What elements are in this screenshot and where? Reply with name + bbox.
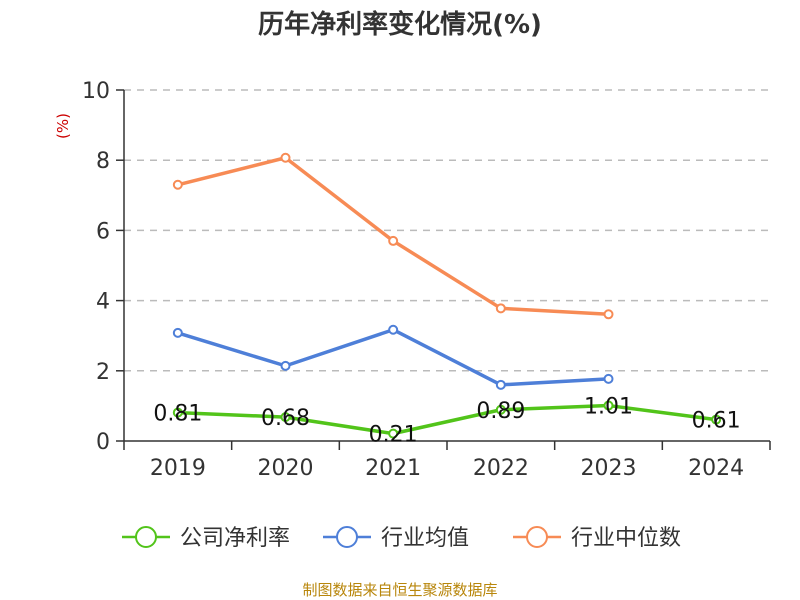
x-tick-label: 2020 (258, 456, 314, 481)
x-tick-label: 2019 (150, 456, 206, 481)
data-label: 0.21 (369, 423, 418, 448)
legend-marker (135, 526, 157, 548)
legend-label: 行业均值 (381, 526, 469, 551)
data-point (280, 152, 291, 163)
series-line (177, 327, 609, 387)
source-note: 制图数据来自恒生聚源数据库 (302, 581, 497, 599)
y-tick-label: 10 (82, 79, 110, 104)
data-label: 0.68 (261, 406, 310, 431)
data-label: 0.89 (476, 399, 525, 424)
legend-marker (336, 526, 358, 548)
data-label: 0.81 (153, 402, 202, 427)
data-point (711, 414, 722, 425)
data-point (603, 309, 614, 320)
y-axis-label: (%) (54, 113, 72, 139)
y-tick-label: 8 (96, 149, 110, 174)
series-layer (172, 152, 722, 439)
y-tick-label: 4 (96, 290, 110, 315)
legend-marker (526, 526, 548, 548)
chart-title: 历年净利率变化情况(%) (258, 9, 542, 40)
x-tick-label: 2021 (365, 456, 421, 481)
legend-label: 公司净利率 (180, 526, 290, 551)
y-tick-label: 6 (96, 219, 110, 244)
legend-item[interactable]: 公司净利率 (122, 526, 290, 551)
data-point (388, 235, 399, 246)
data-label: 1.01 (584, 395, 633, 420)
data-labels: 0.81 0.68 0.21 0.89 1.01 0.61 (153, 395, 740, 448)
grid-lines (124, 89, 770, 372)
data-point (495, 379, 506, 390)
x-tick-label: 2022 (473, 456, 529, 481)
legend-label: 行业中位数 (571, 526, 681, 551)
data-point (172, 327, 183, 338)
data-point (603, 373, 614, 384)
data-point (388, 324, 399, 335)
series-line (177, 403, 717, 436)
y-tick-label: 0 (96, 430, 110, 455)
data-point (495, 404, 506, 415)
data-point (603, 400, 614, 411)
legend-item[interactable]: 行业中位数 (513, 526, 681, 551)
y-tick-label: 2 (96, 360, 110, 385)
legend[interactable]: 公司净利率 行业均值 行业中位数 (122, 526, 681, 551)
data-point (280, 360, 291, 371)
x-tick-label: 2024 (688, 456, 744, 481)
data-point (172, 179, 183, 190)
legend-item[interactable]: 行业均值 (323, 526, 469, 551)
data-point (172, 407, 183, 418)
axes: 0 2 4 6 8 10 2019 2020 2021 2022 2023 2024 (82, 79, 771, 481)
data-point (280, 412, 291, 423)
data-point (388, 428, 399, 439)
x-tick-label: 2023 (581, 456, 637, 481)
data-point (495, 303, 506, 314)
data-label: 0.61 (692, 409, 741, 434)
